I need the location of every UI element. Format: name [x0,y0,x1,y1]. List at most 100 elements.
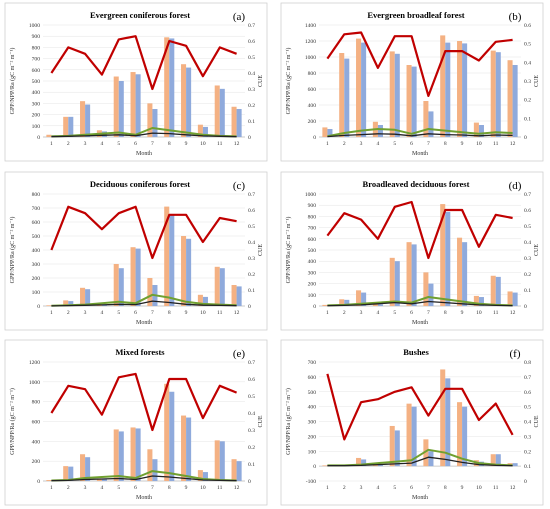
y2-tick-label: 0.2 [524,272,531,278]
bar-series-2 [219,268,225,306]
y2-tick-label: 0.4 [524,240,531,246]
y-tick-label: 700 [308,226,317,232]
x-tick-label: 11 [217,310,223,316]
y-tick-label: 800 [308,214,317,220]
bar-series-1 [147,278,153,306]
y2-tick-label: 0.5 [524,42,531,48]
y2-tick-label: 0.7 [248,360,255,366]
y-tick-label: 1000 [29,380,40,386]
y-tick-label: 1200 [29,360,40,366]
y-tick-label: 600 [32,68,41,74]
y2-tick-label: 0.7 [248,23,255,29]
x-tick-label: 10 [200,141,206,147]
x-tick-label: 12 [510,485,516,491]
x-tick-label: 8 [168,310,171,316]
bar-series-1 [406,242,412,306]
x-tick-label: 4 [377,485,380,491]
bar-series-1 [473,122,479,137]
line-series-2 [327,296,513,307]
bar-series-1 [457,41,463,137]
line-series-3 [327,133,513,138]
bar-series-2 [394,261,400,306]
y-tick-label: 600 [308,87,317,93]
bar-series-1 [130,427,136,481]
bar-series-1 [113,429,119,481]
y2-tick-label: 0 [524,479,527,485]
y2-tick-label: 0.4 [524,60,531,66]
x-tick-label: 3 [84,485,87,491]
y2-tick-label: 0.6 [524,390,531,396]
y-tick-label: 400 [308,405,317,411]
x-tick-label: 9 [461,485,464,491]
panel-label: (e) [233,348,246,360]
y2-tick-label: 0 [248,304,251,310]
x-tick-label: 7 [151,485,154,491]
y-tick-label: 0 [37,479,40,485]
bar-series-2 [445,378,451,467]
y2-tick-label: 0.2 [248,272,255,278]
line-series-2 [327,448,513,467]
bar-series-1 [356,38,362,137]
y-tick-label: 200 [32,113,41,119]
y2-tick-label: 0.5 [248,224,255,230]
y2-tick-label: 0.6 [248,377,255,383]
x-tick-label: 10 [200,310,206,316]
y-tick-label: 900 [32,34,41,40]
y2-tick-label: 0.1 [248,119,255,125]
bar-series-2 [118,81,124,137]
bar-series-2 [411,244,417,306]
y-tick-label: 800 [32,192,41,198]
x-tick-label: 4 [377,141,380,147]
bar-series-1 [322,304,328,306]
x-tick-label: 9 [185,310,188,316]
y-tick-label: 800 [308,71,317,77]
chart-panel-3: Deciduous coniferous forest (c)0100200300… [4,171,268,331]
bar-series-2 [85,457,91,481]
bar-series-2 [411,66,417,137]
bar-series-2 [101,479,107,481]
chart-panel-5: Mixed forests (e) 0 200 400 600 800 1000 1200 0 0.… [4,339,268,506]
bar-series-1 [80,454,86,481]
bar-series-2 [85,104,91,137]
y-tick-label: 100 [32,290,41,296]
y2-tick-label: 0.3 [248,428,255,434]
y-tick-label: 200 [308,119,317,125]
y-tick-label: 700 [308,360,317,366]
panel-label: (b) [509,11,522,23]
panel-label: (d) [509,180,522,192]
y-tick-label: 300 [32,262,41,268]
y2-axis-title: CUE [534,415,540,427]
x-tick-label: 5 [393,485,396,491]
x-tick-label: 1 [326,485,329,491]
x-tick-label: 5 [117,141,120,147]
bar-series-1 [231,459,237,481]
bar-series-2 [68,301,74,306]
bar-series-1 [63,466,69,481]
cue-line [326,200,513,260]
y2-tick-label: 0.7 [524,192,531,198]
bar-series-2 [68,466,74,481]
bar-series-2 [377,464,383,467]
bar-series-2 [327,129,333,137]
y-tick-label: 1000 [305,55,316,61]
y-tick-label: 500 [32,234,41,240]
y2-tick-label: 0.2 [248,445,255,451]
y2-tick-label: 0.6 [524,208,531,214]
x-tick-label: 11 [493,141,499,147]
x-tick-label: 4 [101,485,104,491]
x-tick-label: 7 [427,485,430,491]
bar-series-2 [68,116,74,137]
bar-series-1 [46,134,52,137]
y2-tick-label: 0.3 [524,434,531,440]
x-tick-label: 11 [217,141,223,147]
y-tick-label: 100 [308,293,317,299]
panel-title: Broadleaved deciduous forest [363,179,470,189]
bar-series-1 [389,257,395,306]
x-tick-label: 5 [117,310,120,316]
bar-series-2 [512,292,518,306]
x-tick-label: 7 [427,141,430,147]
x-tick-label: 2 [67,141,70,147]
bar-series-1 [457,237,463,306]
bar-series-1 [181,64,187,137]
bar-series-2 [361,292,367,306]
